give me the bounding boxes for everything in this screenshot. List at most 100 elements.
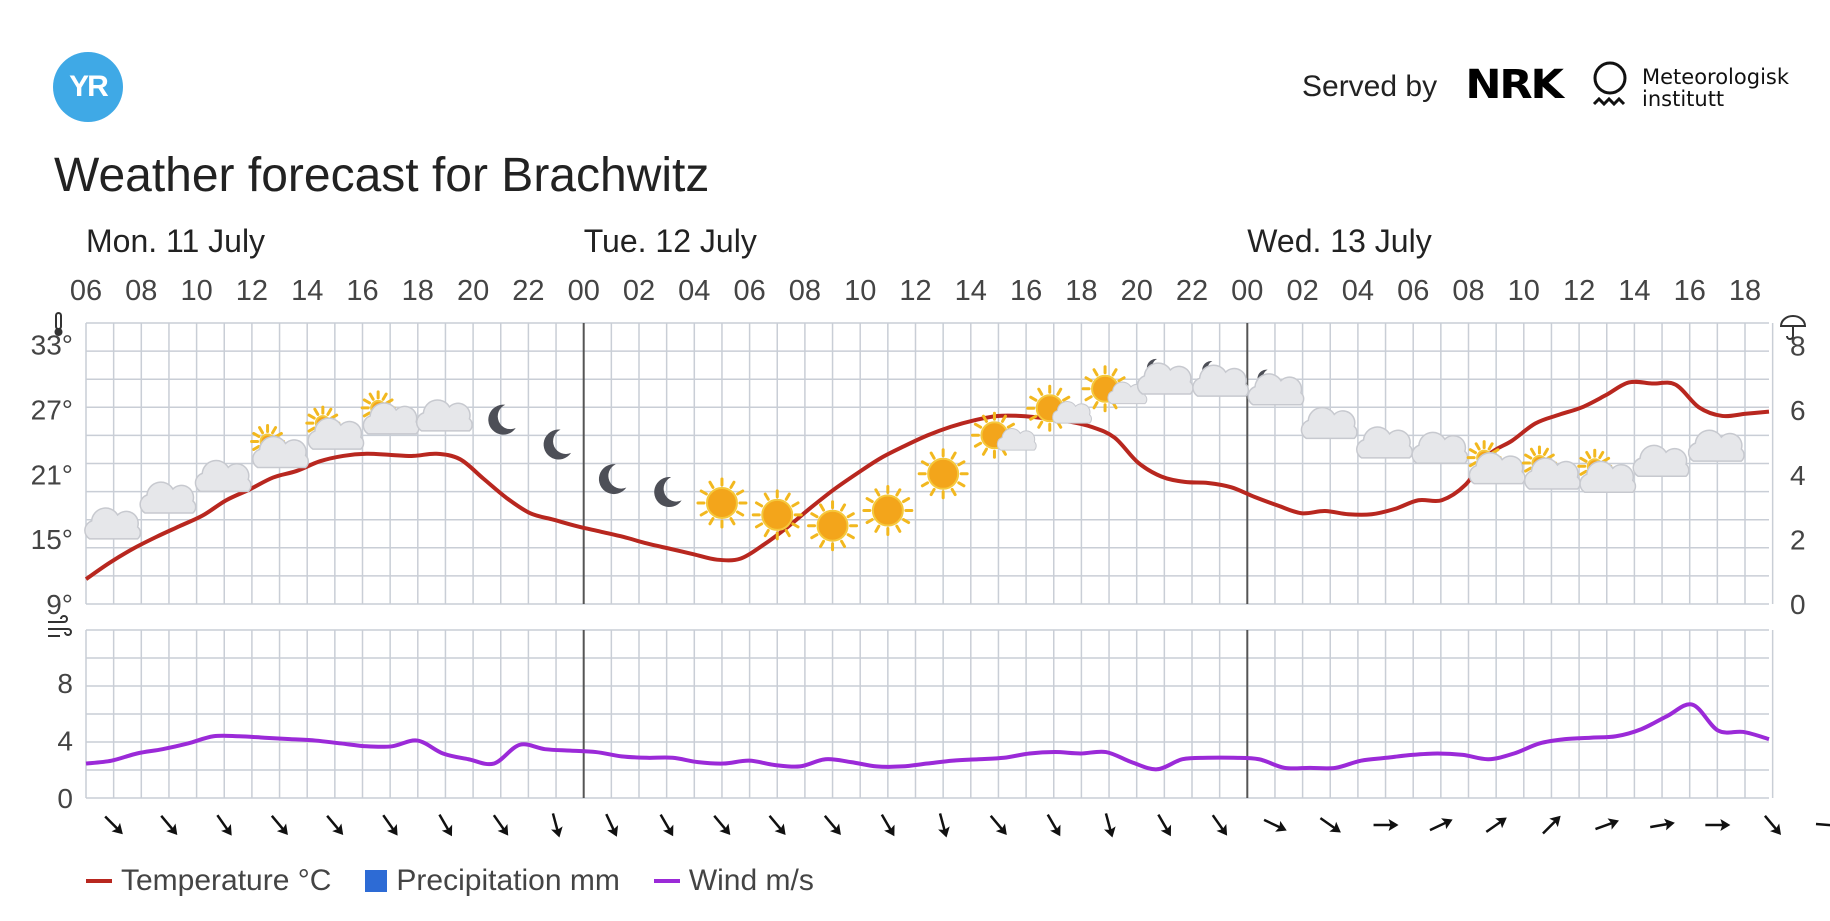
chart-legend: Temperature °C Precipitation mm Wind m/s	[86, 864, 848, 898]
legend-item: Precipitation mm	[365, 864, 620, 898]
x-tick-label: 10	[1508, 275, 1540, 307]
weather-symbol-clearsky-day-icon	[696, 477, 748, 529]
day-label: Tue. 12 July	[584, 223, 757, 259]
page-title: Weather forecast for Brachwitz	[54, 149, 710, 202]
wind-direction-arrow-icon	[438, 813, 453, 837]
wind-direction-arrow-icon	[270, 815, 288, 835]
wind-direction-arrow-icon	[1429, 818, 1453, 832]
x-tick-label: 14	[955, 275, 987, 307]
weather-symbol-cloudy-icon	[84, 507, 142, 540]
yr-logo[interactable]: YR	[53, 52, 123, 122]
weather-symbol-clearsky-night-icon	[654, 477, 682, 508]
wind-direction-arrow-icon	[880, 813, 895, 837]
x-tick-label: 02	[623, 275, 655, 307]
weather-symbol-cloudy-icon	[415, 399, 473, 432]
wind-direction-arrow-icon	[1211, 814, 1228, 836]
met-line-1: Meteorologisk	[1642, 65, 1790, 89]
wind-direction-arrow-icon	[104, 815, 123, 835]
legend-swatch	[653, 879, 680, 883]
wind-direction-arrow-icon	[1104, 813, 1116, 838]
weather-symbol-clearsky-night-icon	[598, 464, 627, 495]
weather-symbol-partlycloudy-day-icon	[250, 423, 310, 469]
wind-direction-arrow-icon	[1815, 822, 1830, 828]
wind-direction-arrow-icon	[216, 814, 232, 836]
x-tick-label: 04	[1342, 275, 1374, 307]
weather-symbol-partlycloudy-day-icon	[1521, 445, 1581, 490]
wind-direction-arrow-icon	[1705, 819, 1731, 831]
wind-direction-arrow-icon	[1763, 815, 1782, 835]
precipitation-tick-label: 0	[1790, 589, 1806, 620]
wind-direction-arrow-icon	[713, 815, 731, 835]
x-tick-label: 08	[1452, 275, 1484, 307]
weather-symbol-clearsky-day-icon	[751, 489, 803, 541]
legend-label: Precipitation mm	[396, 864, 620, 897]
weather-symbol-fair-day-icon	[970, 411, 1037, 459]
weather-symbol-partlycloudy-day-icon	[305, 405, 365, 450]
x-tick-label: 12	[899, 275, 931, 307]
x-tick-label: 14	[1618, 275, 1650, 307]
weather-symbol-partlycloudy-night-icon	[1192, 361, 1250, 397]
x-tick-label: 00	[1231, 275, 1263, 307]
weather-symbol-partlycloudy-day-icon	[360, 390, 420, 435]
x-tick-label: 22	[512, 275, 544, 307]
weather-symbol-cloudy-icon	[1632, 444, 1690, 477]
legend-swatch	[86, 879, 112, 883]
weather-symbol-cloudy-icon	[1687, 429, 1745, 462]
weather-symbol-partlycloudy-day-icon	[1466, 440, 1526, 485]
weather-symbol-clearsky-day-icon	[862, 485, 914, 537]
precipitation-tick-label: 2	[1790, 524, 1806, 555]
day-label: Wed. 13 July	[1247, 223, 1431, 259]
wind-direction-arrow-icon	[1319, 817, 1341, 833]
x-tick-label: 06	[733, 275, 765, 307]
legend-item: Wind m/s	[653, 864, 814, 898]
temperature-tick-label: 21°	[31, 459, 73, 490]
wind-direction-arrow-icon	[160, 815, 178, 835]
x-tick-label: 00	[568, 275, 600, 307]
precipitation-tick-label: 6	[1790, 395, 1806, 426]
x-tick-label: 20	[457, 275, 489, 307]
wind-tick-label: 0	[57, 783, 73, 814]
met-logo-text[interactable]: Meteorologisk institutt	[1642, 66, 1789, 110]
wind-direction-arrow-icon	[823, 815, 841, 835]
wind-direction-arrow-icon	[492, 814, 509, 836]
temperature-tick-label: 9°	[46, 589, 73, 620]
wind-direction-arrow-icon	[1595, 818, 1619, 831]
legend-label: Temperature °C	[121, 864, 332, 897]
temperature-tick-label: 33°	[31, 330, 73, 361]
met-logo-icon	[1592, 61, 1627, 107]
x-tick-label: 16	[1010, 275, 1042, 307]
weather-symbol-clearsky-day-icon	[917, 448, 969, 500]
wind-direction-arrow-icon	[1650, 818, 1675, 831]
x-tick-label: 06	[1397, 275, 1429, 307]
weather-symbol-cloudy-icon	[1411, 431, 1469, 465]
wind-direction-arrow-icon	[938, 813, 950, 838]
weather-symbol-cloudy-icon	[139, 481, 197, 514]
yr-logo-text: YR	[69, 70, 109, 103]
x-tick-label: 02	[1286, 275, 1318, 307]
weather-symbol-clearsky-night-icon	[543, 429, 572, 460]
wind-direction-arrow-icon	[1046, 813, 1061, 837]
weather-symbol-fair-day-icon	[1026, 384, 1092, 432]
wind-direction-arrow-icon	[1263, 818, 1287, 832]
wind-tick-label: 8	[57, 668, 73, 699]
weather-symbol-cloudy-icon	[194, 459, 252, 493]
x-tick-label: 20	[1121, 275, 1153, 307]
wind-direction-arrow-icon	[989, 815, 1007, 835]
met-line-2: institutt	[1642, 87, 1725, 111]
x-tick-label: 16	[1674, 275, 1706, 307]
nrk-logo[interactable]: NRK	[1465, 62, 1564, 108]
precipitation-tick-label: 4	[1790, 460, 1806, 491]
weather-symbol-partlycloudy-night-icon	[1247, 369, 1305, 406]
x-tick-label: 08	[789, 275, 821, 307]
precipitation-tick-label: 8	[1790, 331, 1806, 362]
weather-symbol-partlycloudy-day-icon	[1577, 448, 1637, 494]
weather-symbol-cloudy-icon	[1356, 426, 1414, 459]
wind-grid	[85, 629, 1774, 799]
legend-item: Temperature °C	[86, 864, 331, 898]
x-tick-label: 10	[844, 275, 876, 307]
temperature-tick-label: 27°	[31, 394, 73, 425]
weather-symbol-clearsky-day-icon	[807, 500, 859, 552]
wind-direction-arrow-icon	[659, 813, 674, 837]
x-tick-label: 06	[70, 275, 102, 307]
